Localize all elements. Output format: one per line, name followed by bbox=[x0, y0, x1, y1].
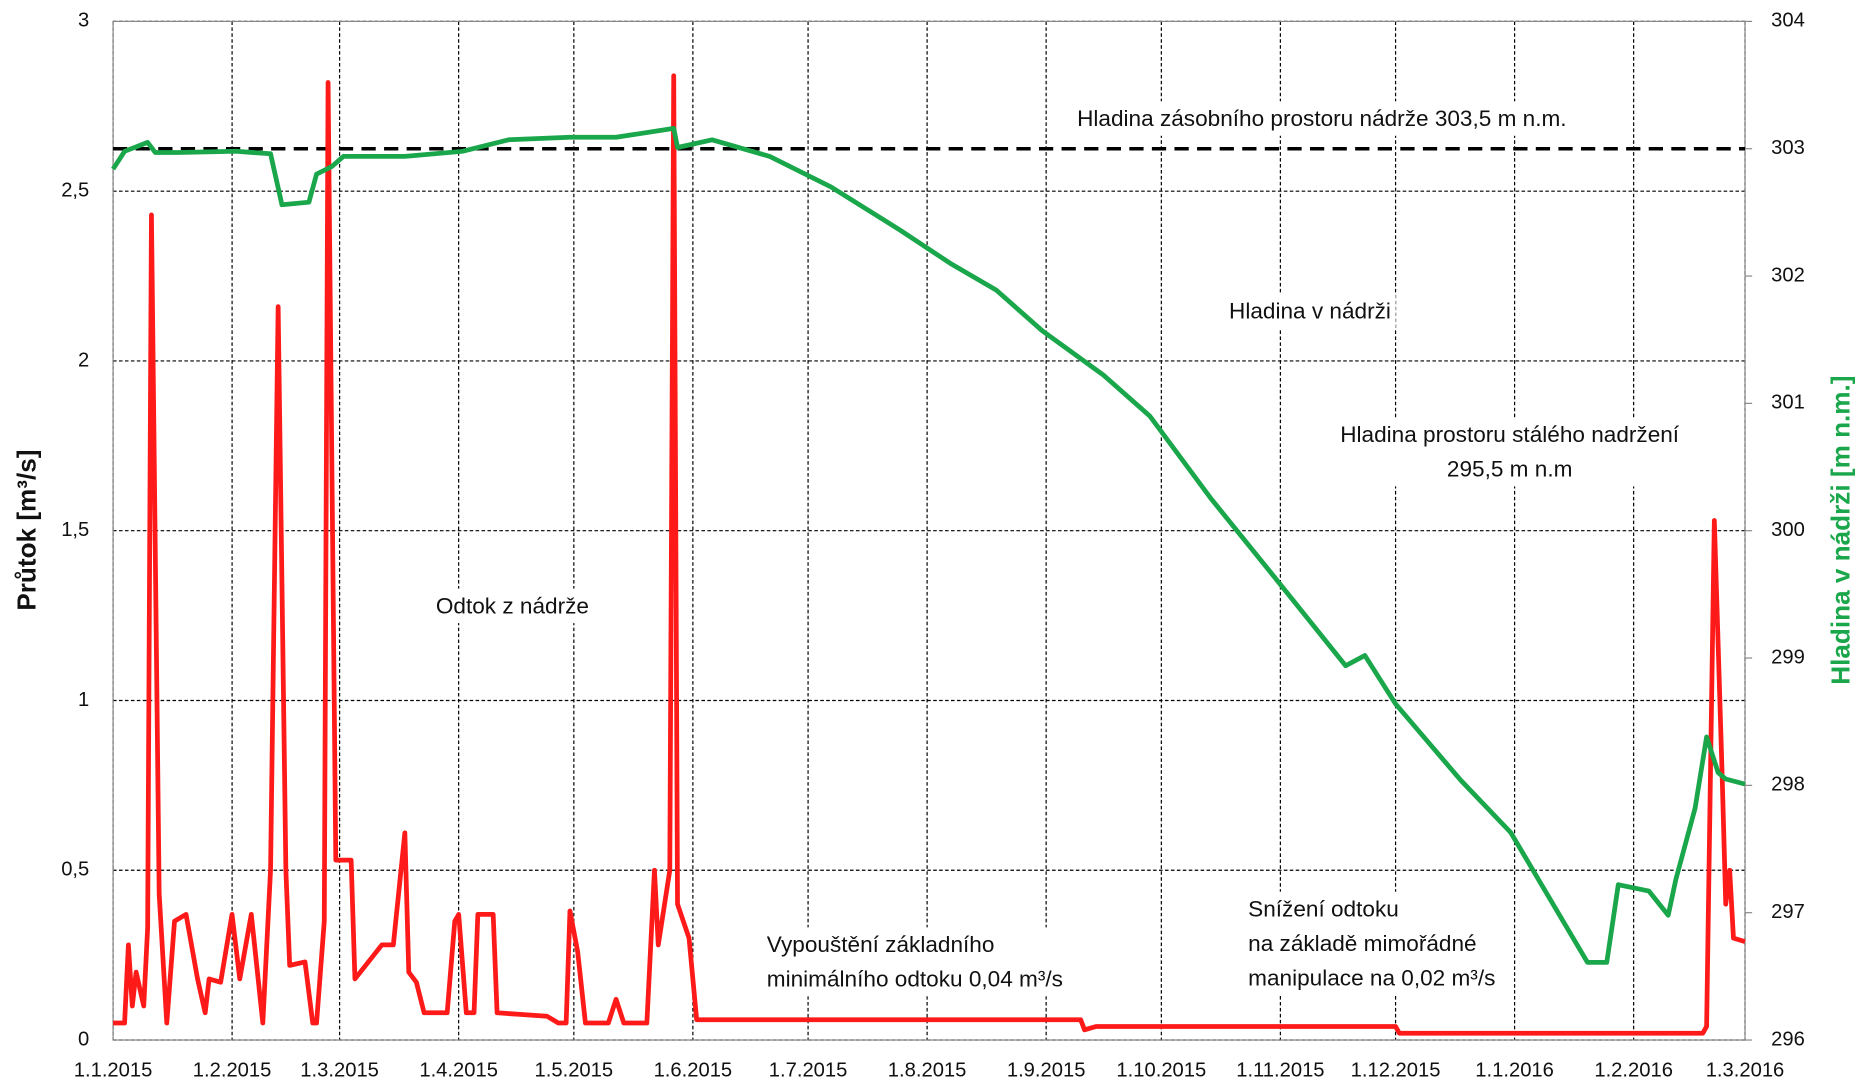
y-tick-label: 1 bbox=[78, 689, 89, 711]
x-tick-label: 1.4.2015 bbox=[419, 1059, 498, 1081]
y2-tick-label: 300 bbox=[1771, 519, 1805, 541]
y2-tick-label: 303 bbox=[1771, 137, 1805, 159]
plot-frame bbox=[112, 20, 1746, 1041]
x-tick-label: 1.2.2015 bbox=[193, 1059, 272, 1081]
y2-tick-label: 296 bbox=[1771, 1028, 1805, 1050]
annotation-text: Odtok z nádrže bbox=[436, 593, 589, 618]
y-tick-label: 2 bbox=[78, 349, 89, 371]
annotation-text: manipulace na 0,02 m³/s bbox=[1248, 965, 1495, 990]
y-axis-label: Průtok [m³/s] bbox=[12, 450, 42, 611]
x-tick-label: 1.12.2015 bbox=[1351, 1059, 1441, 1081]
y-tick-label: 1,5 bbox=[61, 519, 89, 541]
y2-tick-label: 297 bbox=[1771, 901, 1805, 923]
x-tick-label: 1.1.2016 bbox=[1475, 1059, 1554, 1081]
annotation-text: Snížení odtoku bbox=[1248, 896, 1399, 921]
series-line bbox=[111, 125, 1746, 965]
y2-tick-label: 304 bbox=[1771, 10, 1805, 32]
x-tick-label: 1.3.2015 bbox=[300, 1059, 379, 1081]
annotation: Vypouštění základního minimálního odtoku … bbox=[762, 927, 1068, 997]
y2-tick-label: 299 bbox=[1771, 646, 1805, 668]
x-tick-label: 1.9.2015 bbox=[1007, 1059, 1086, 1081]
y-tick-label: 0 bbox=[78, 1028, 89, 1050]
x-tick-label: 1.11.2015 bbox=[1236, 1059, 1324, 1081]
y-tick-label: 0,5 bbox=[61, 859, 89, 881]
annotation-bg bbox=[1335, 417, 1685, 487]
annotation-bg bbox=[1072, 101, 1572, 136]
y-tick-label: 2,5 bbox=[61, 180, 89, 202]
x-tick-label: 1.6.2015 bbox=[654, 1059, 733, 1081]
annotation-bg bbox=[1243, 891, 1501, 996]
annotation-text: Vypouštění základního bbox=[767, 932, 995, 957]
x-tick-label: 1.7.2015 bbox=[769, 1059, 848, 1081]
y2-axis-label: Hladina v nádrži [m n.m.] bbox=[1825, 376, 1855, 685]
series-line bbox=[113, 73, 1746, 1036]
annotation-text: 295,5 m n.m bbox=[1447, 457, 1572, 482]
x-tick-label: 1.3.2016 bbox=[1706, 1059, 1785, 1081]
annotation-bg bbox=[1224, 293, 1396, 329]
annotation: Hladina v nádrži bbox=[1224, 293, 1396, 329]
annotation-text: Hladina zásobního prostoru nádrže 303,5 … bbox=[1077, 106, 1566, 131]
annotation: Snížení odtoku na základě mimořádné manipu… bbox=[1243, 891, 1501, 996]
y2-tick-label: 298 bbox=[1771, 774, 1805, 796]
y-tick-label: 3 bbox=[78, 10, 89, 32]
annotation: Odtok z nádrže bbox=[431, 588, 594, 624]
x-tick-label: 1.2.2016 bbox=[1594, 1059, 1673, 1081]
annotation: Hladina zásobního prostoru nádrže 303,5 … bbox=[1072, 101, 1572, 136]
annotation: Hladina prostoru stálého nadržení 295,5 m… bbox=[1335, 417, 1685, 487]
x-tick-label: 1.5.2015 bbox=[535, 1059, 614, 1081]
grid bbox=[112, 20, 1746, 1041]
annotation-text: Hladina v nádrži bbox=[1229, 299, 1391, 324]
x-tick-label: 1.10.2015 bbox=[1116, 1059, 1206, 1081]
y2-tick-label: 302 bbox=[1771, 264, 1805, 286]
annotation-text: minimálního odtoku 0,04 m³/s bbox=[767, 967, 1063, 992]
annotation-text: Hladina prostoru stálého nadržení bbox=[1340, 422, 1680, 447]
annotation-bg bbox=[431, 588, 594, 624]
y2-tick-label: 301 bbox=[1771, 392, 1805, 414]
annotation-bg bbox=[762, 927, 1068, 997]
annotation-text: na základě mimořádné bbox=[1248, 931, 1476, 956]
x-tick-label: 1.8.2015 bbox=[888, 1059, 967, 1081]
x-tick-label: 1.1.2015 bbox=[74, 1059, 153, 1081]
